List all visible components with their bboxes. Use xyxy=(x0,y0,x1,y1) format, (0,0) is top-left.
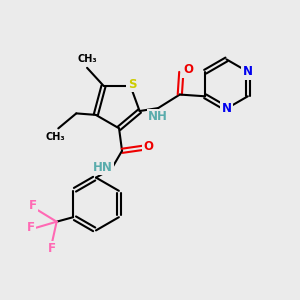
Text: N: N xyxy=(243,65,253,78)
Text: CH₃: CH₃ xyxy=(46,132,65,142)
Text: CH₃: CH₃ xyxy=(77,54,97,64)
Text: O: O xyxy=(183,63,193,76)
Text: N: N xyxy=(221,102,232,115)
Text: F: F xyxy=(27,221,35,234)
Text: NH: NH xyxy=(148,110,168,123)
Text: S: S xyxy=(128,78,136,91)
Text: O: O xyxy=(143,140,153,153)
Text: HN: HN xyxy=(93,161,113,174)
Text: F: F xyxy=(28,199,37,212)
Text: F: F xyxy=(48,242,56,255)
